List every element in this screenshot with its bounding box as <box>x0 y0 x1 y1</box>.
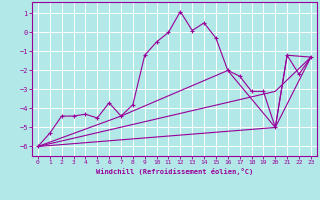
X-axis label: Windchill (Refroidissement éolien,°C): Windchill (Refroidissement éolien,°C) <box>96 168 253 175</box>
